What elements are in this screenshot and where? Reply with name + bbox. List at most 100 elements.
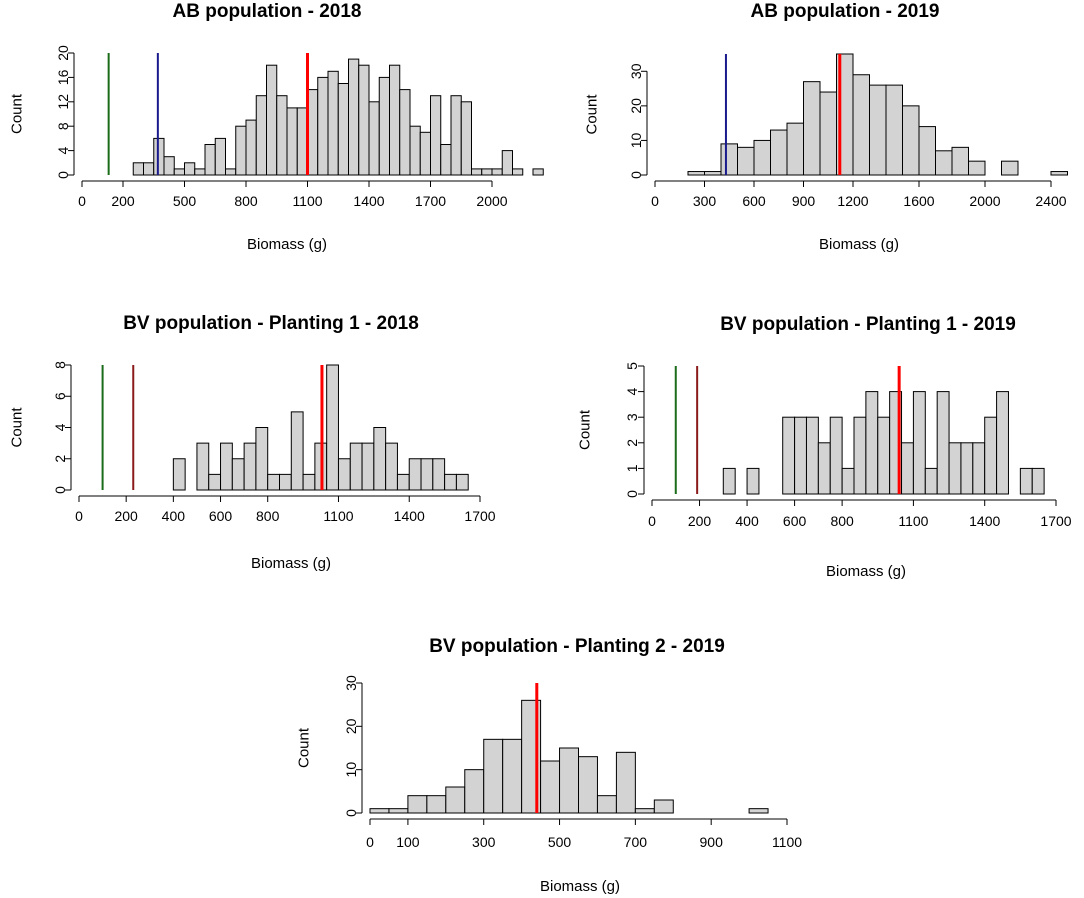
x-tick-label: 1400 xyxy=(969,513,1000,529)
x-tick-label: 800 xyxy=(256,508,280,524)
histogram-bar xyxy=(290,411,304,491)
histogram-bar xyxy=(388,808,409,814)
x-tick-label: 100 xyxy=(396,834,420,850)
histogram-bar xyxy=(559,747,580,814)
histogram-bar xyxy=(389,64,401,176)
histogram-bar xyxy=(753,139,771,176)
histogram-bar xyxy=(653,799,674,814)
x-tick-label: 200 xyxy=(688,513,712,529)
y-tick-label: 0 xyxy=(624,490,640,498)
histogram-bar xyxy=(358,64,370,176)
x-tick-label: 500 xyxy=(173,193,197,209)
x-tick-label: 1200 xyxy=(837,193,868,209)
y-axis-label: Count xyxy=(584,94,601,135)
histogram-bar xyxy=(385,442,398,491)
x-axis-label: Biomass (g) xyxy=(251,555,331,572)
histogram-bar xyxy=(902,105,920,176)
histogram-bar xyxy=(214,137,226,176)
histogram-bar xyxy=(805,416,819,495)
x-tick-label: 900 xyxy=(700,834,724,850)
y-tick-label: 0 xyxy=(343,809,359,817)
x-tick-label: 1100 xyxy=(898,513,928,529)
histogram-bar xyxy=(173,168,185,176)
y-axis-label: Count xyxy=(577,409,594,450)
chart-title: AB population - 2018 xyxy=(173,1,362,22)
histogram-bar xyxy=(276,95,288,176)
histogram-bar xyxy=(869,84,887,176)
histogram-bar xyxy=(817,442,831,495)
histogram-bar xyxy=(852,74,870,176)
y-tick-label: 8 xyxy=(52,361,68,369)
chart-title: BV population - Planting 1 - 2019 xyxy=(720,314,1016,335)
histogram-bar xyxy=(317,76,329,176)
x-tick-label: 1700 xyxy=(464,508,495,524)
x-tick-label: 2400 xyxy=(1035,193,1066,209)
histogram-bar xyxy=(396,473,410,491)
histogram-bar xyxy=(143,162,155,176)
y-tick-label: 8 xyxy=(55,122,71,130)
x-tick-label: 2000 xyxy=(476,193,507,209)
x-tick-label: 200 xyxy=(111,193,135,209)
x-tick-label: 700 xyxy=(624,834,648,850)
histogram-bar xyxy=(951,146,969,176)
histogram-bar xyxy=(865,391,879,495)
y-tick-label: 20 xyxy=(628,98,644,114)
histogram-bar xyxy=(935,150,953,176)
x-tick-label: 900 xyxy=(792,193,816,209)
histogram-bar xyxy=(491,168,503,176)
y-tick-label: 30 xyxy=(628,63,644,79)
histogram-bar xyxy=(737,146,755,176)
histogram-bar xyxy=(225,168,237,176)
x-tick-label: 0 xyxy=(78,193,86,209)
histogram-bar xyxy=(578,756,598,814)
histogram-bar xyxy=(829,416,843,495)
histogram-bar xyxy=(220,442,233,491)
histogram-bar xyxy=(704,171,722,176)
histogram-bar xyxy=(1019,467,1033,495)
histogram-bar xyxy=(748,808,769,814)
x-tick-label: 0 xyxy=(651,193,659,209)
x-tick-label: 500 xyxy=(548,834,572,850)
y-tick-label: 5 xyxy=(624,362,640,370)
x-tick-label: 1700 xyxy=(415,193,446,209)
histogram-bar xyxy=(337,83,349,176)
x-tick-label: 1100 xyxy=(323,508,353,524)
histogram-bar xyxy=(912,391,926,495)
histogram-panel-3: BV population - Planting 1 - 2018 0 200 400… xyxy=(9,313,496,572)
histogram-bar xyxy=(408,458,422,491)
histogram-bar xyxy=(361,442,375,491)
y-tick-label: 30 xyxy=(343,675,359,691)
histogram-bar xyxy=(407,795,428,814)
histogram-bar xyxy=(853,416,867,495)
y-tick-label: 10 xyxy=(343,762,359,778)
histogram-bar xyxy=(540,760,561,814)
histogram-bar xyxy=(1031,467,1045,495)
histogram-bar xyxy=(326,364,339,491)
histogram-bar xyxy=(337,458,351,491)
histogram-bar xyxy=(445,786,466,814)
histogram-bar xyxy=(163,156,175,176)
x-tick-label: 1600 xyxy=(903,193,934,209)
x-axis-label: Biomass (g) xyxy=(819,236,899,253)
histogram-panel-4: BV population - Planting 1 - 2019 0 200 400… xyxy=(577,314,1072,580)
x-tick-label: 0 xyxy=(366,834,374,850)
histogram-bar xyxy=(501,150,513,176)
histogram-bar xyxy=(1050,171,1068,176)
histogram-bar xyxy=(634,808,655,814)
histogram-bar xyxy=(615,751,636,814)
histogram-bar xyxy=(877,416,891,495)
y-tick-label: 20 xyxy=(55,45,71,61)
histogram-bar xyxy=(1001,160,1019,176)
histogram-bar xyxy=(172,458,186,491)
histogram-bar xyxy=(968,160,986,176)
histogram-bar xyxy=(794,416,807,495)
histogram-bar xyxy=(432,458,446,491)
x-tick-label: 0 xyxy=(648,513,656,529)
histogram-bar xyxy=(512,168,524,176)
histogram-bar xyxy=(194,168,206,176)
y-tick-label: 4 xyxy=(55,146,71,154)
